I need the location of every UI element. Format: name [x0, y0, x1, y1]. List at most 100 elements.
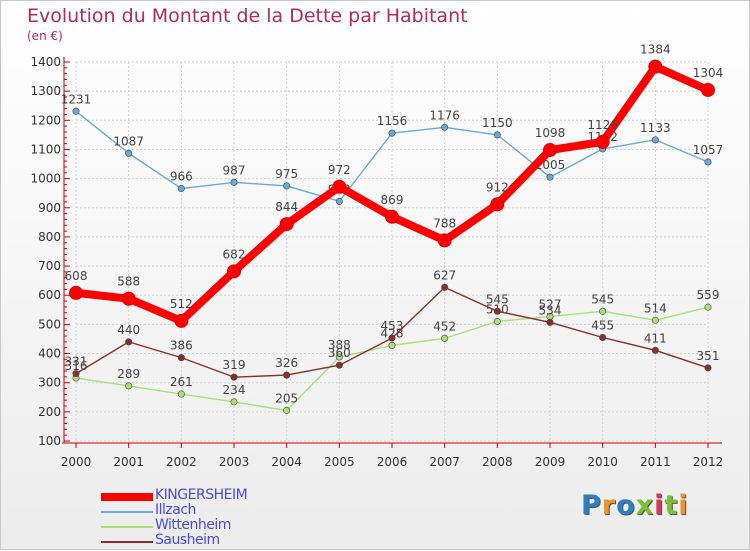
- data-label: 559: [697, 288, 720, 302]
- data-point: [651, 316, 659, 324]
- data-point: [335, 197, 343, 205]
- legend-label: Sausheim: [155, 532, 220, 548]
- legend-label: Wittenheim: [155, 517, 231, 533]
- data-point: [177, 354, 185, 362]
- y-tick-label: 1100: [30, 142, 61, 156]
- data-point: [704, 364, 712, 372]
- data-point: [125, 149, 133, 157]
- data-point: [332, 179, 347, 194]
- data-point: [543, 143, 557, 158]
- data-label: 972: [328, 163, 351, 177]
- data-point: [174, 313, 189, 328]
- data-label: 608: [65, 269, 88, 283]
- data-label: 326: [275, 356, 298, 370]
- data-label: 1176: [429, 108, 460, 122]
- data-label: 1133: [640, 121, 671, 135]
- data-label: 912: [486, 180, 509, 194]
- data-point: [595, 134, 610, 149]
- data-point: [125, 338, 133, 346]
- data-point: [493, 317, 501, 325]
- data-label: 1231: [61, 92, 92, 106]
- data-point: [546, 318, 554, 326]
- data-point: [121, 291, 136, 306]
- data-point: [599, 307, 607, 315]
- data-point: [490, 197, 505, 212]
- x-tick-label: 2004: [271, 455, 302, 469]
- data-label: 331: [65, 355, 88, 369]
- x-tick-label: 2009: [535, 455, 566, 469]
- data-label: 844: [275, 200, 298, 214]
- data-point: [283, 406, 291, 414]
- data-point: [230, 398, 238, 406]
- data-point: [283, 371, 291, 379]
- legend-swatch: [101, 526, 153, 528]
- y-tick-label: 1000: [30, 172, 61, 186]
- x-tick-label: 2000: [61, 455, 92, 469]
- data-label: 588: [117, 275, 140, 289]
- x-tick-label: 2012: [693, 455, 724, 469]
- data-point: [493, 131, 501, 139]
- data-point: [437, 233, 452, 248]
- data-point: [388, 341, 396, 349]
- data-label: 869: [381, 193, 404, 207]
- data-point: [177, 390, 185, 398]
- data-label: 512: [170, 297, 193, 311]
- x-tick-label: 2010: [587, 455, 618, 469]
- data-label: 261: [170, 375, 193, 389]
- data-label: 1126: [587, 118, 618, 132]
- data-point: [177, 185, 185, 193]
- x-tick-label: 2006: [377, 455, 408, 469]
- data-label: 975: [275, 167, 298, 181]
- data-point: [69, 285, 83, 300]
- y-tick-label: 1300: [30, 84, 61, 98]
- data-point: [227, 264, 241, 279]
- data-label: 534: [539, 303, 562, 317]
- proxiti-logo: Proxiti: [581, 490, 689, 521]
- data-label: 452: [433, 319, 456, 333]
- data-point: [651, 346, 659, 354]
- data-label: 627: [433, 268, 456, 282]
- data-point: [125, 382, 133, 390]
- y-tick-label: 1400: [30, 55, 61, 69]
- data-label: 987: [223, 163, 246, 177]
- data-point: [335, 361, 343, 369]
- data-label: 453: [381, 319, 404, 333]
- x-tick-label: 2001: [113, 455, 144, 469]
- x-tick-label: 2008: [482, 455, 513, 469]
- data-point: [651, 136, 659, 144]
- x-tick-label: 2005: [324, 455, 355, 469]
- y-tick-label: 500: [38, 317, 61, 331]
- y-tick-label: 700: [38, 259, 61, 273]
- data-label: 1087: [113, 134, 144, 148]
- data-label: 527: [539, 298, 562, 312]
- y-tick-label: 900: [38, 201, 61, 215]
- data-label: 1304: [693, 66, 724, 80]
- data-point: [701, 82, 715, 97]
- y-tick-label: 1200: [30, 113, 61, 127]
- unit-label: (en €): [27, 29, 63, 43]
- data-point: [72, 370, 80, 378]
- x-tick-label: 2003: [219, 455, 250, 469]
- data-point: [648, 59, 663, 74]
- data-label: 1384: [640, 43, 671, 57]
- legend-swatch: [101, 541, 153, 543]
- data-label: 411: [644, 331, 667, 345]
- data-label: 788: [433, 216, 456, 230]
- data-point: [385, 209, 399, 224]
- y-tick-label: 400: [38, 347, 61, 361]
- data-point: [279, 217, 294, 232]
- y-tick-label: 200: [38, 405, 61, 419]
- x-tick-label: 2007: [429, 455, 460, 469]
- data-label: 1156: [377, 114, 408, 128]
- data-point: [441, 123, 449, 131]
- data-point: [230, 373, 238, 381]
- y-tick-label: 800: [38, 230, 61, 244]
- data-point: [599, 334, 607, 342]
- data-point: [704, 158, 712, 166]
- data-label: 545: [486, 292, 509, 306]
- data-point: [283, 182, 291, 190]
- x-tick-label: 2011: [640, 455, 671, 469]
- data-point: [388, 334, 396, 342]
- data-label: 351: [697, 349, 720, 363]
